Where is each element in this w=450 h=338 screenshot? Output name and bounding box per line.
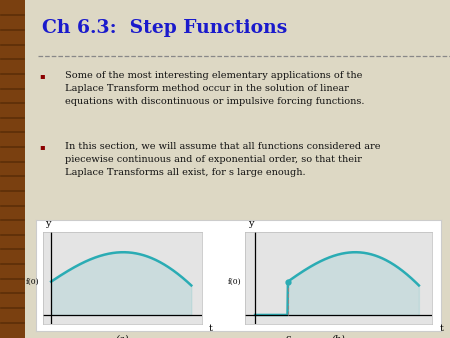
Text: Ch 6.3:  Step Functions: Ch 6.3: Step Functions bbox=[42, 19, 287, 37]
Text: y: y bbox=[45, 219, 50, 228]
Text: y: y bbox=[248, 219, 254, 228]
Text: f(0): f(0) bbox=[228, 277, 242, 286]
Text: f(0): f(0) bbox=[26, 277, 40, 286]
Text: In this section, we will assume that all functions considered are
piecewise cont: In this section, we will assume that all… bbox=[65, 142, 381, 177]
Text: Some of the most interesting elementary applications of the
Laplace Transform me: Some of the most interesting elementary … bbox=[65, 71, 364, 106]
Text: (b): (b) bbox=[332, 334, 346, 338]
Text: c: c bbox=[285, 334, 291, 338]
Text: t: t bbox=[440, 324, 443, 333]
Text: (a): (a) bbox=[116, 334, 129, 338]
Text: ▪: ▪ bbox=[40, 71, 45, 80]
Text: ▪: ▪ bbox=[40, 142, 45, 151]
Text: t: t bbox=[209, 324, 213, 333]
